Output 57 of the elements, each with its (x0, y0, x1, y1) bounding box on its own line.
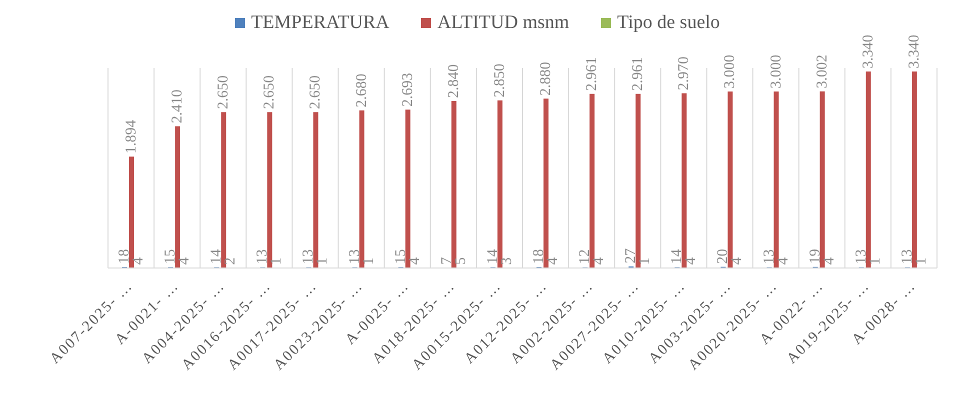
data-label: 18 (531, 248, 547, 264)
data-label: 2.961 (584, 57, 600, 91)
data-label: 4 (176, 256, 193, 265)
data-label: 2.970 (676, 56, 692, 90)
data-label: 4 (591, 256, 608, 265)
data-label: 1 (913, 257, 930, 265)
data-label: 2.850 (492, 64, 508, 98)
data-label: 13 (346, 249, 363, 264)
data-label: 1 (867, 257, 884, 265)
data-label: 2.961 (630, 57, 646, 91)
data-label: 2.680 (354, 74, 370, 108)
data-label: 3 (498, 257, 515, 265)
data-label: 14 (669, 248, 686, 264)
data-label: 2.880 (538, 62, 554, 96)
legend-label: ALTITUD msnm (437, 12, 570, 34)
data-label: 2.693 (400, 72, 416, 107)
data-label: 13 (761, 249, 778, 264)
data-label: 20 (715, 248, 732, 264)
data-label: 15 (162, 249, 179, 264)
data-label: 12 (577, 249, 594, 264)
data-label: 4 (729, 256, 746, 265)
data-label: 5 (452, 257, 469, 265)
data-label: 14 (208, 248, 225, 264)
data-label: 4 (821, 256, 838, 265)
data-label: 4 (775, 256, 792, 265)
data-label: 3.340 (860, 34, 876, 69)
data-label: 3.002 (814, 54, 830, 88)
data-label: 13 (853, 249, 870, 264)
data-label: 4 (406, 256, 423, 265)
data-label: 2.650 (308, 75, 324, 110)
data-label: 2 (222, 257, 239, 265)
data-label: 13 (899, 249, 916, 264)
data-label: 7 (438, 256, 455, 265)
data-label: 4 (130, 256, 146, 265)
data-label: 3.000 (768, 54, 784, 89)
legend-label: Tipo de suelo (617, 12, 720, 34)
data-label: 18 (116, 248, 132, 264)
data-label: 13 (254, 249, 271, 264)
data-label: 13 (300, 249, 317, 264)
data-label: 4 (545, 256, 561, 265)
data-label: 15 (392, 249, 409, 264)
data-label: 1 (268, 257, 285, 265)
data-label: 27 (623, 248, 640, 264)
data-label: 1 (360, 257, 377, 265)
data-label: 14 (484, 248, 501, 264)
data-label: 1 (314, 257, 331, 265)
data-label: 3.340 (906, 34, 922, 69)
data-label: 4 (683, 256, 700, 265)
data-label: 3.000 (722, 54, 738, 89)
data-label: 2.650 (262, 75, 278, 110)
data-label: 1 (637, 257, 654, 265)
data-label: 2.410 (170, 89, 186, 124)
legend-label: TEMPERATURA (251, 12, 390, 34)
data-label: 2.840 (446, 64, 462, 98)
data-label: 19 (807, 248, 824, 264)
data-label: 2.650 (216, 75, 232, 110)
data-label: 1.894 (124, 119, 140, 154)
